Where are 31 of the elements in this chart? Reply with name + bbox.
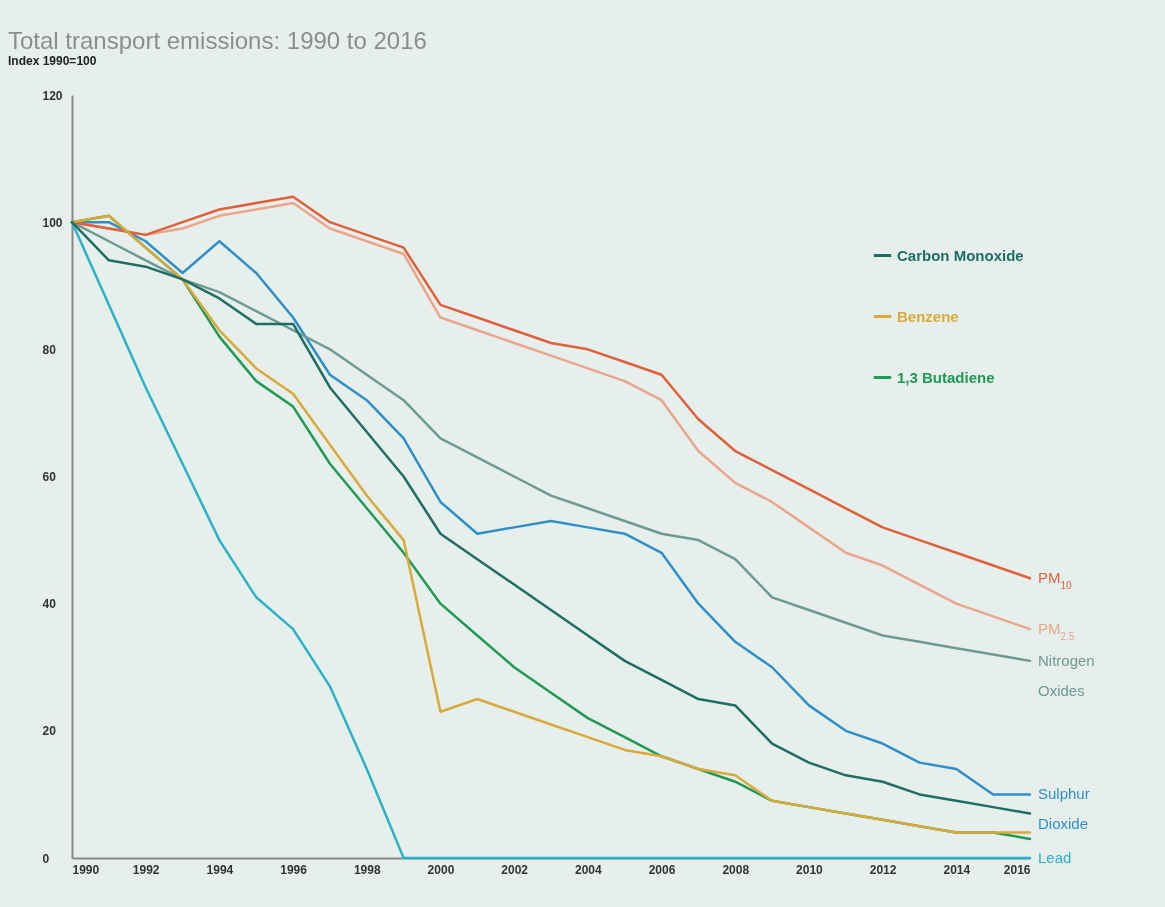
x-tick-label: 2006 [648, 862, 676, 877]
chart-title: Total transport emissions: 1990 to 2016 [8, 27, 427, 54]
series-label: Nitrogen Oxides [1038, 651, 1095, 699]
legend-label: Carbon Monoxide [897, 246, 1024, 264]
x-tick-label: 1990 [72, 862, 100, 877]
x-tick-label: 2002 [501, 862, 529, 877]
x-tick-label: 2004 [574, 862, 603, 877]
legend-label: 1,3 Butadiene [897, 368, 995, 386]
x-tick-label: 1994 [206, 862, 234, 877]
y-tick-label: 20 [42, 724, 57, 739]
chart-subtitle: Index 1990=100 [8, 54, 97, 68]
x-tick-label: 1996 [280, 862, 308, 877]
x-tick-label: 2000 [427, 862, 455, 877]
y-tick-label: 60 [42, 470, 57, 484]
y-tick-label: 100 [42, 215, 63, 230]
x-tick-label: 2014 [943, 862, 971, 877]
y-tick-label: 80 [42, 342, 57, 357]
x-tick-label: 1998 [353, 862, 381, 877]
y-tick-label: 120 [42, 88, 63, 103]
series-label: PM$_{2.5}$ [1038, 620, 1075, 642]
series-label: Lead [1038, 849, 1072, 866]
y-tick-label: 0 [42, 851, 50, 866]
legend-label: Benzene [897, 307, 959, 325]
x-tick-label: 2012 [869, 862, 897, 877]
series-label: PM$_{10}$ [1038, 569, 1073, 591]
y-tick-label: 40 [42, 597, 57, 612]
x-tick-label: 2008 [722, 862, 750, 877]
x-tick-label: 2010 [796, 862, 824, 877]
series-label: Sulphur Dioxide [1038, 785, 1090, 833]
x-tick-label: 1992 [132, 862, 160, 877]
x-tick-label: 2016 [1003, 862, 1031, 877]
